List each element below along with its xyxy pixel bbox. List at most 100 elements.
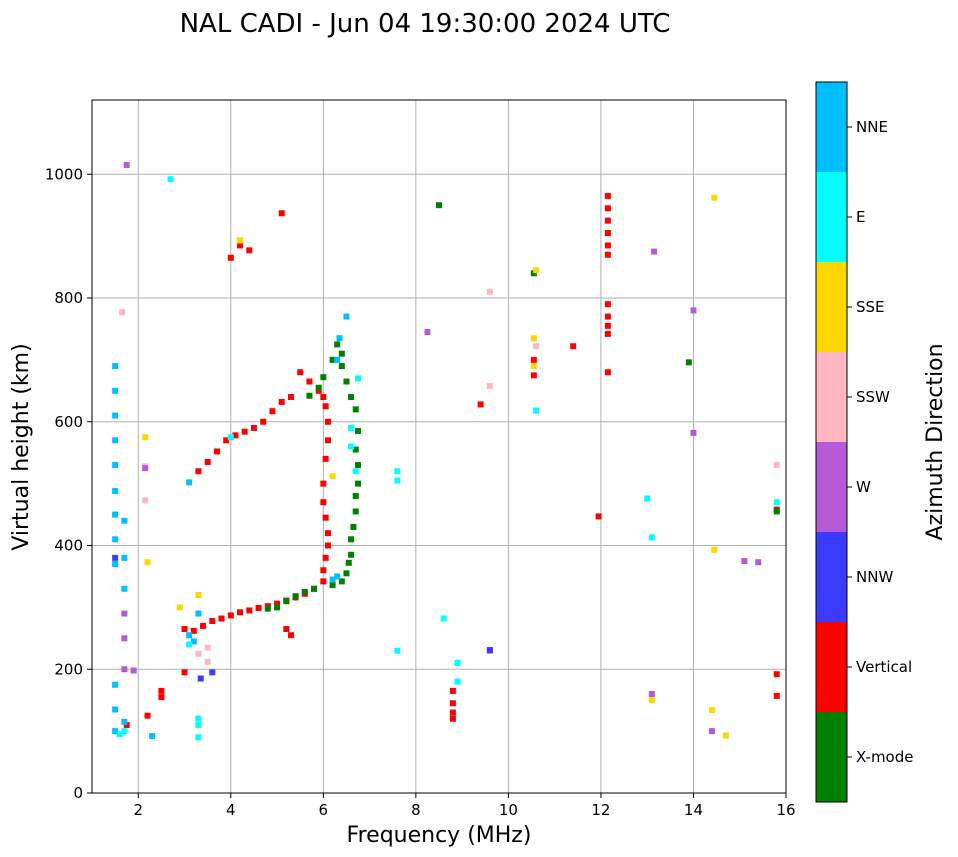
data-point-vertical [604, 192, 611, 199]
data-point-vertical [181, 626, 188, 633]
data-point-x-mode [338, 578, 345, 585]
data-point-x-mode [355, 462, 362, 469]
data-point-e [394, 647, 401, 654]
x-tick-label: 2 [133, 801, 143, 819]
data-point-vertical [324, 530, 331, 537]
data-point-e [644, 495, 651, 502]
data-point-vertical [595, 513, 602, 520]
data-point-e [454, 678, 461, 685]
x-axis-ticks: 2 4 6 8 10 12 14 16 [133, 793, 796, 819]
data-point-vertical [449, 715, 456, 722]
data-point-sse [708, 707, 715, 714]
data-point-x-mode [315, 384, 322, 391]
colorbar-swatch [816, 82, 847, 172]
data-point-vertical [269, 408, 276, 415]
data-point-vertical [604, 230, 611, 237]
data-point-e [195, 721, 202, 728]
data-point-vertical [123, 721, 130, 728]
colorbar: X-mode Vertical NNW W SSW SSE E NNE [815, 81, 913, 803]
data-point-vertical [195, 468, 202, 475]
data-point-e [454, 660, 461, 667]
data-point-ssw [204, 658, 211, 665]
data-point-vertical [287, 394, 294, 400]
data-point-e [648, 534, 655, 541]
data-point-nne [112, 412, 119, 419]
data-point-sse [237, 237, 244, 244]
data-point-x-mode [348, 394, 355, 400]
data-point-nne [112, 706, 119, 713]
data-point-vertical [320, 394, 327, 400]
data-point-x-mode [530, 270, 537, 277]
data-point-nne [112, 511, 119, 518]
data-point-vertical [324, 437, 331, 444]
data-point-nne [121, 517, 128, 524]
data-point-vertical [158, 687, 165, 694]
data-point-x-mode [355, 480, 362, 487]
data-point-sse [195, 592, 202, 598]
data-point-vertical [190, 627, 197, 634]
data-point-x-mode [685, 359, 692, 366]
data-point-vertical [604, 251, 611, 258]
data-point-vertical [200, 622, 207, 629]
data-point-w [741, 557, 748, 564]
data-point-vertical [209, 617, 216, 624]
y-tick-label: 800 [54, 289, 83, 307]
data-point-vertical [773, 671, 780, 678]
data-point-vertical [604, 301, 611, 308]
data-point-e [355, 375, 362, 382]
data-point-nne [343, 313, 350, 320]
data-point-nnw [486, 647, 493, 654]
y-axis-label: Virtual height (km) [9, 343, 34, 550]
data-point-e [195, 734, 202, 741]
data-point-vertical [237, 242, 244, 249]
data-point-e [773, 499, 780, 506]
data-point-sse [176, 604, 183, 611]
data-point-e [116, 731, 123, 738]
data-point-e [394, 477, 401, 484]
data-point-x-mode [352, 446, 359, 453]
data-point-x-mode [352, 508, 359, 515]
data-point-e [533, 407, 540, 414]
data-point-nne [112, 488, 119, 495]
plot-frame [91, 99, 787, 794]
data-point-x-mode [343, 570, 350, 577]
data-point-nne [112, 728, 119, 735]
data-point-vertical [274, 600, 281, 607]
data-point-w [130, 667, 137, 674]
data-point-nne [112, 561, 119, 568]
data-point-ssw [486, 382, 493, 389]
data-point-nne [112, 387, 119, 394]
data-point-x-mode [283, 598, 290, 605]
data-point-vertical [204, 458, 211, 465]
data-point-e [186, 641, 193, 648]
data-point-w [142, 465, 149, 472]
x-tick-label: 16 [776, 801, 795, 819]
data-point-vertical [477, 401, 484, 408]
data-point-x-mode [301, 588, 308, 595]
x-axis-label: Frequency (MHz) [347, 823, 532, 848]
data-point-w [690, 429, 697, 436]
data-point-vertical [322, 554, 329, 561]
data-point-vertical [324, 418, 331, 425]
colorbar-label: SSE [856, 298, 885, 316]
data-point-sse [329, 473, 336, 480]
data-point-vertical [322, 514, 329, 521]
data-point-ssw [204, 644, 211, 651]
data-point-x-mode [350, 523, 357, 530]
y-axis-ticks: 0 200 400 600 800 1000 [45, 165, 92, 802]
colorbar-label: X-mode [856, 748, 913, 766]
data-point-vertical [260, 418, 267, 425]
grid-lines [92, 100, 787, 794]
data-point-nne [334, 356, 341, 363]
data-point-vertical [320, 480, 327, 487]
data-point-w [424, 329, 431, 336]
y-tick-label: 0 [73, 784, 83, 802]
data-point-w [121, 666, 128, 673]
data-point-x-mode [338, 363, 345, 370]
data-point-vertical [604, 205, 611, 212]
data-point-nne [149, 733, 156, 740]
x-tick-label: 8 [411, 801, 421, 819]
colorbar-swatch [816, 352, 847, 442]
data-point-vertical [604, 369, 611, 376]
data-point-x-mode [355, 428, 362, 435]
